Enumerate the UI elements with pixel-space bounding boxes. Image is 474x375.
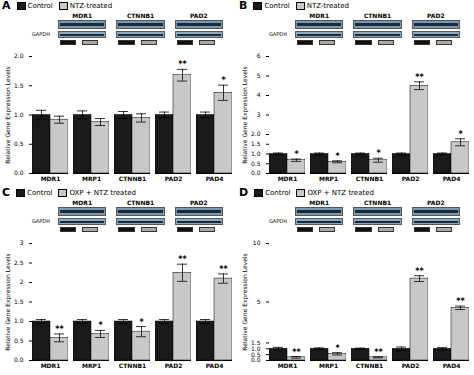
svg-text:10: 10: [253, 239, 261, 246]
svg-text:1.0: 1.0: [14, 317, 24, 324]
svg-text:0.5: 0.5: [251, 350, 261, 358]
svg-text:PAD4: PAD4: [206, 362, 224, 369]
svg-text:1.5: 1.5: [251, 140, 261, 147]
svg-text:2.0: 2.0: [14, 52, 24, 59]
svg-text:0.5: 0.5: [14, 337, 24, 344]
svg-text:Relative Gene Expression Level: Relative Gene Expression Levels: [4, 66, 12, 163]
html-text:GAPDH: GAPDH: [269, 218, 287, 224]
svg-text:0.0: 0.0: [251, 169, 261, 176]
svg-text:0.0: 0.0: [14, 356, 24, 363]
svg-text:PAD2: PAD2: [165, 175, 183, 182]
html-text:MDR1: MDR1: [309, 12, 330, 19]
html-text:D: D: [239, 186, 249, 199]
svg-text:2: 2: [20, 278, 24, 285]
svg-text:0.0: 0.0: [14, 169, 24, 176]
svg-text:PAD4: PAD4: [443, 175, 461, 182]
svg-text:Relative Gene Expression Level: Relative Gene Expression Levels: [4, 253, 12, 350]
svg-text:**: **: [55, 325, 64, 334]
svg-text:Relative Gene Expression Level: Relative Gene Expression Levels: [241, 66, 249, 163]
svg-text:**: **: [178, 255, 187, 264]
svg-text:1.0: 1.0: [251, 150, 261, 157]
svg-text:PAD2: PAD2: [165, 362, 183, 369]
svg-text:CTNNB1: CTNNB1: [356, 362, 383, 369]
svg-text:Relative Gene Expression Level: Relative Gene Expression Levels: [241, 253, 249, 350]
svg-text:**: **: [178, 60, 187, 69]
html-text:A: A: [2, 0, 11, 12]
svg-text:MDR1: MDR1: [278, 362, 298, 369]
html-text:OXP + NTZ treated: OXP + NTZ treated: [69, 189, 136, 197]
svg-text:MRP1: MRP1: [82, 362, 101, 369]
html-text:PAD2: PAD2: [190, 199, 208, 206]
svg-text:PAD2: PAD2: [402, 175, 420, 182]
html-text:Control: Control: [27, 189, 53, 197]
svg-text:5: 5: [257, 298, 261, 305]
html-text:B: B: [239, 0, 248, 12]
svg-text:CTNNB1: CTNNB1: [356, 175, 383, 182]
html-text:PAD2: PAD2: [190, 12, 208, 19]
html-text:CTNNB1: CTNNB1: [126, 12, 155, 19]
html-text:GAPDH: GAPDH: [32, 31, 50, 37]
html-text:GAPDH: GAPDH: [32, 218, 50, 224]
svg-text:MRP1: MRP1: [319, 175, 338, 182]
svg-text:*: *: [98, 321, 103, 330]
html-text:MDR1: MDR1: [72, 199, 93, 206]
svg-text:PAD4: PAD4: [443, 362, 461, 369]
svg-text:CTNNB1: CTNNB1: [119, 362, 146, 369]
svg-text:*: *: [376, 149, 381, 158]
svg-text:*: *: [335, 152, 340, 161]
svg-text:MRP1: MRP1: [319, 362, 338, 369]
svg-text:6: 6: [257, 52, 261, 59]
svg-text:MDR1: MDR1: [41, 175, 61, 182]
svg-text:**: **: [219, 265, 228, 274]
svg-text:3: 3: [257, 111, 261, 118]
svg-text:*: *: [458, 130, 463, 139]
html-text:CTNNB1: CTNNB1: [126, 199, 155, 206]
svg-text:0.0: 0.0: [251, 356, 261, 364]
svg-text:2.0: 2.0: [251, 130, 261, 137]
svg-text:1.0: 1.0: [251, 344, 261, 352]
svg-text:**: **: [456, 297, 465, 306]
html-text:CTNNB1: CTNNB1: [363, 199, 392, 206]
svg-text:MRP1: MRP1: [82, 175, 101, 182]
svg-text:1.5: 1.5: [251, 339, 261, 346]
svg-text:1.5: 1.5: [14, 82, 24, 89]
svg-text:**: **: [415, 267, 424, 276]
svg-text:**: **: [292, 348, 301, 357]
svg-text:4: 4: [257, 91, 261, 98]
svg-text:*: *: [221, 76, 226, 85]
svg-text:*: *: [335, 344, 340, 353]
svg-text:MDR1: MDR1: [41, 362, 61, 369]
html-text:Control: Control: [27, 2, 53, 10]
html-text:CTNNB1: CTNNB1: [363, 12, 392, 19]
svg-text:*: *: [139, 318, 144, 327]
svg-text:1.0: 1.0: [14, 111, 24, 118]
svg-text:PAD2: PAD2: [402, 362, 420, 369]
html-text:NTZ-treated: NTZ-treated: [306, 2, 349, 10]
svg-text:**: **: [374, 348, 383, 357]
svg-text:**: **: [415, 73, 424, 82]
svg-text:MDR1: MDR1: [278, 175, 298, 182]
html-text:NTZ-treated: NTZ-treated: [69, 2, 113, 10]
html-text:MDR1: MDR1: [309, 199, 330, 206]
html-text:MDR1: MDR1: [72, 12, 93, 19]
html-text:GAPDH: GAPDH: [269, 31, 287, 37]
svg-text:3: 3: [20, 239, 24, 246]
svg-text:2.5: 2.5: [14, 259, 24, 266]
html-text:Control: Control: [264, 2, 290, 10]
html-text:PAD2: PAD2: [427, 12, 445, 19]
svg-text:CTNNB1: CTNNB1: [119, 175, 146, 182]
svg-text:0.5: 0.5: [251, 160, 261, 167]
svg-text:5: 5: [257, 72, 261, 79]
svg-text:PAD4: PAD4: [206, 175, 224, 182]
html-text:OXP + NTZ treated: OXP + NTZ treated: [307, 189, 374, 197]
svg-text:0.5: 0.5: [14, 140, 24, 147]
html-text:PAD2: PAD2: [427, 199, 445, 206]
html-text:Control: Control: [265, 189, 291, 197]
svg-text:*: *: [294, 150, 299, 159]
svg-text:1.5: 1.5: [14, 298, 24, 305]
html-text:C: C: [2, 186, 11, 199]
